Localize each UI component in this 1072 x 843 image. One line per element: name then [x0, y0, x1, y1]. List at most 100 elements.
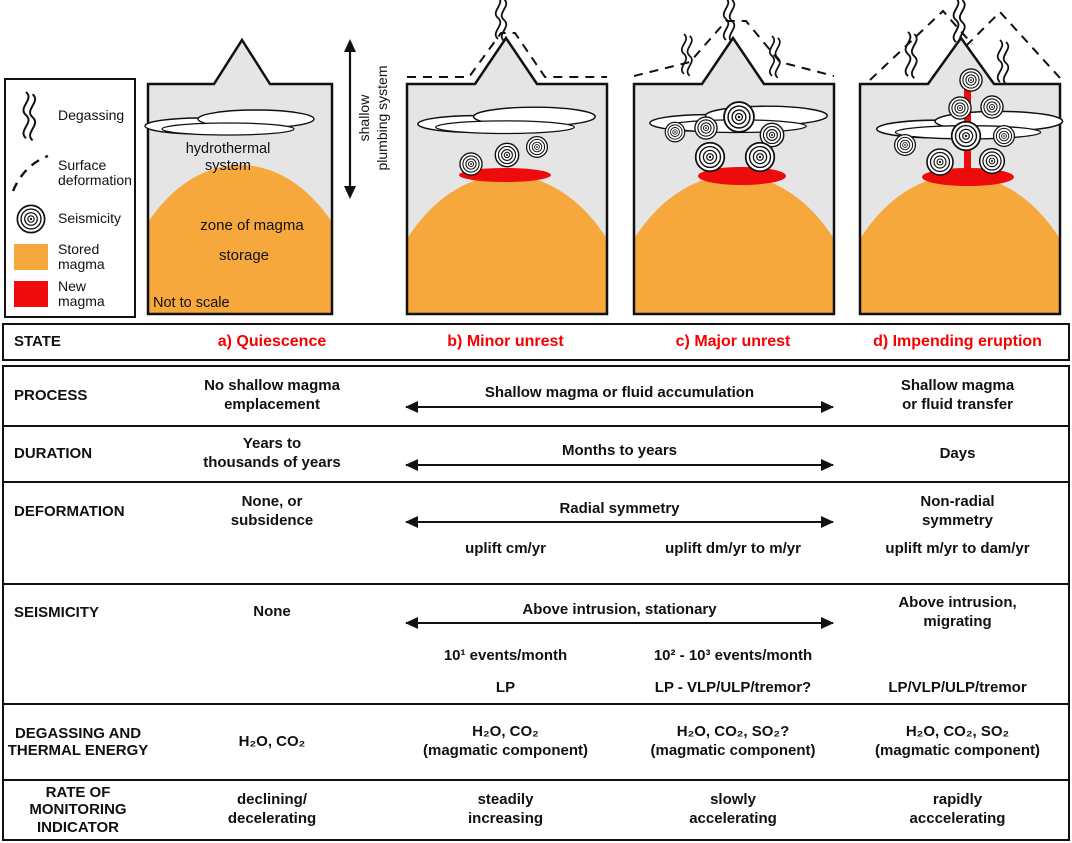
double-arrow: [404, 617, 835, 630]
deformation-bc: Radial symmetry: [392, 499, 847, 529]
seismicity-icon: [893, 133, 917, 157]
not-to-scale-note: Not to scale: [153, 295, 230, 311]
plumbing-extent-arrow: [344, 39, 356, 199]
seismicity-bc-text: Above intrusion, stationary: [522, 600, 717, 618]
legend-label: Degassing: [58, 107, 125, 124]
surface-deformation-icon: [8, 151, 54, 195]
volcano-panel-quiescence: hydrothermal system zone of magma storag…: [144, 37, 334, 316]
state-quiescence: a) Quiescence: [217, 333, 327, 350]
double-arrow: [404, 400, 835, 413]
degassing-icon: [904, 31, 918, 80]
seismicity-type-c: LP - VLP/ULP/tremor?: [654, 678, 812, 696]
stored-magma-zone: [407, 175, 607, 314]
deformation-uplift-b: uplift cm/yr: [465, 540, 546, 557]
degassing-b: H₂O, CO₂ (magmatic component): [422, 723, 588, 759]
rate-d: rapidly acccelerating: [909, 791, 1006, 827]
deformation-a: None, or subsidence: [230, 492, 314, 529]
stored-magma-zone: [634, 175, 834, 314]
legend-box: Degassing Surface deformation Seismicity…: [4, 78, 136, 318]
seismicity-type-b: LP: [495, 678, 516, 696]
degassing-icon: [952, 0, 966, 46]
legend-label: Stored magma: [58, 241, 105, 272]
hydrothermal-label-2: system: [205, 158, 251, 174]
stored-magma-zone: [860, 175, 1060, 314]
seismicity-icon: [664, 121, 686, 143]
new-magma-intrusion: [459, 168, 551, 182]
seismicity-bc: Above intrusion, stationary: [392, 600, 847, 630]
seismicity-icon: [8, 203, 54, 235]
seismicity-icon: [950, 120, 982, 152]
degassing-icon: [494, 0, 508, 42]
process-bc-text: Shallow magma or fluid accumulation: [484, 384, 755, 402]
row-label-duration: DURATION: [14, 445, 93, 463]
volcano-panel-major-unrest: [632, 0, 836, 316]
duration-a: Years to thousands of years: [203, 435, 341, 471]
stored-magma-swatch: [8, 243, 54, 271]
degassing-icon: [996, 39, 1010, 85]
duration-bc: Months to years: [392, 442, 847, 471]
legend-item-surface-deformation: Surface deformation: [8, 151, 132, 195]
double-arrow: [404, 458, 835, 471]
seismicity-a: None: [253, 603, 291, 621]
seismicity-icon: [744, 141, 776, 173]
degassing-icon: [8, 88, 54, 144]
stored-magma-zone: [148, 165, 332, 314]
process-row: PROCESS No shallow magma emplacement Sha…: [4, 367, 1068, 427]
legend-label: Surface deformation: [58, 157, 132, 189]
seismicity-icon: [959, 68, 983, 92]
legend-item-degassing: Degassing: [8, 88, 132, 144]
diagram-area: Degassing Surface deformation Seismicity…: [0, 0, 1072, 322]
volcano-panel-impending-eruption: [858, 0, 1064, 316]
degassing-a: H₂O, CO₂: [238, 732, 306, 750]
zone-label-1: zone of magma: [200, 217, 304, 234]
rate-c: slowly accelerating: [689, 791, 777, 827]
seismicity-icon: [978, 147, 1006, 175]
row-label-process: PROCESS: [14, 387, 88, 405]
degassing-row: DEGASSING AND THERMAL ENERGY H₂O, CO₂ H₂…: [4, 705, 1068, 781]
seismicity-icon: [980, 95, 1004, 119]
duration-d: Days: [939, 444, 976, 462]
state-row: STATE a) Quiescence b) Minor unrest c) M…: [2, 323, 1070, 361]
legend-item-new-magma: New magma: [8, 278, 132, 308]
rate-b: steadily increasing: [467, 791, 544, 827]
duration-bc-text: Months to years: [561, 442, 678, 460]
row-label-state: STATE: [14, 333, 61, 351]
seismicity-icon: [525, 135, 549, 159]
seismicity-row: SEISMICITY None Above intrusion, station…: [4, 585, 1068, 705]
double-arrow: [404, 516, 835, 529]
degassing-icon: [680, 33, 693, 77]
volcano-panel-minor-unrest: [405, 0, 609, 316]
duration-row: DURATION Years to thousands of years Mon…: [4, 427, 1068, 483]
seismicity-events-b: 10¹ events/month: [443, 647, 568, 665]
surface-deformation-line: [407, 32, 607, 78]
seismicity-icon: [992, 124, 1016, 148]
zone-label-2: storage: [219, 247, 269, 264]
seismicity-type-d: LP/VLP/ULP/tremor: [888, 678, 1027, 696]
rate-row: RATE OF MONITORING INDICATOR declining/ …: [4, 781, 1068, 839]
seismicity-events-c: 10² - 10³ events/month: [653, 647, 813, 665]
process-bc: Shallow magma or fluid accumulation: [392, 384, 847, 413]
characteristics-table: PROCESS No shallow magma emplacement Sha…: [2, 365, 1070, 841]
seismicity-icon: [948, 96, 972, 120]
deformation-uplift-c: uplift dm/yr to m/yr: [665, 540, 801, 557]
deformation-row: DEFORMATION None, or subsidence Radial s…: [4, 483, 1068, 585]
deformation-d: Non-radial symmetry: [920, 492, 995, 529]
seismicity-icon: [494, 142, 520, 168]
surface-deformation-line: [869, 9, 973, 81]
process-d: Shallow magma or fluid transfer: [900, 377, 1015, 413]
new-magma-swatch: [8, 280, 54, 308]
seismicity-d: Above intrusion, migrating: [898, 593, 1017, 630]
seismicity-icon: [694, 141, 726, 173]
legend-label: Seismicity: [58, 210, 122, 227]
degassing-c: H₂O, CO₂, SO₂? (magmatic component): [650, 723, 816, 759]
deformation-uplift-d: uplift m/yr to dam/yr: [885, 540, 1030, 557]
row-label-seismicity: SEISMICITY: [14, 603, 100, 621]
surface-deformation-line: [633, 20, 835, 77]
legend-item-stored-magma: Stored magma: [8, 242, 132, 271]
seismicity-icon: [723, 101, 755, 133]
state-impending-eruption: d) Impending eruption: [873, 333, 1042, 350]
deformation-bc-text: Radial symmetry: [559, 499, 680, 517]
process-a: No shallow magma emplacement: [204, 377, 340, 413]
state-major-unrest: c) Major unrest: [675, 333, 791, 350]
